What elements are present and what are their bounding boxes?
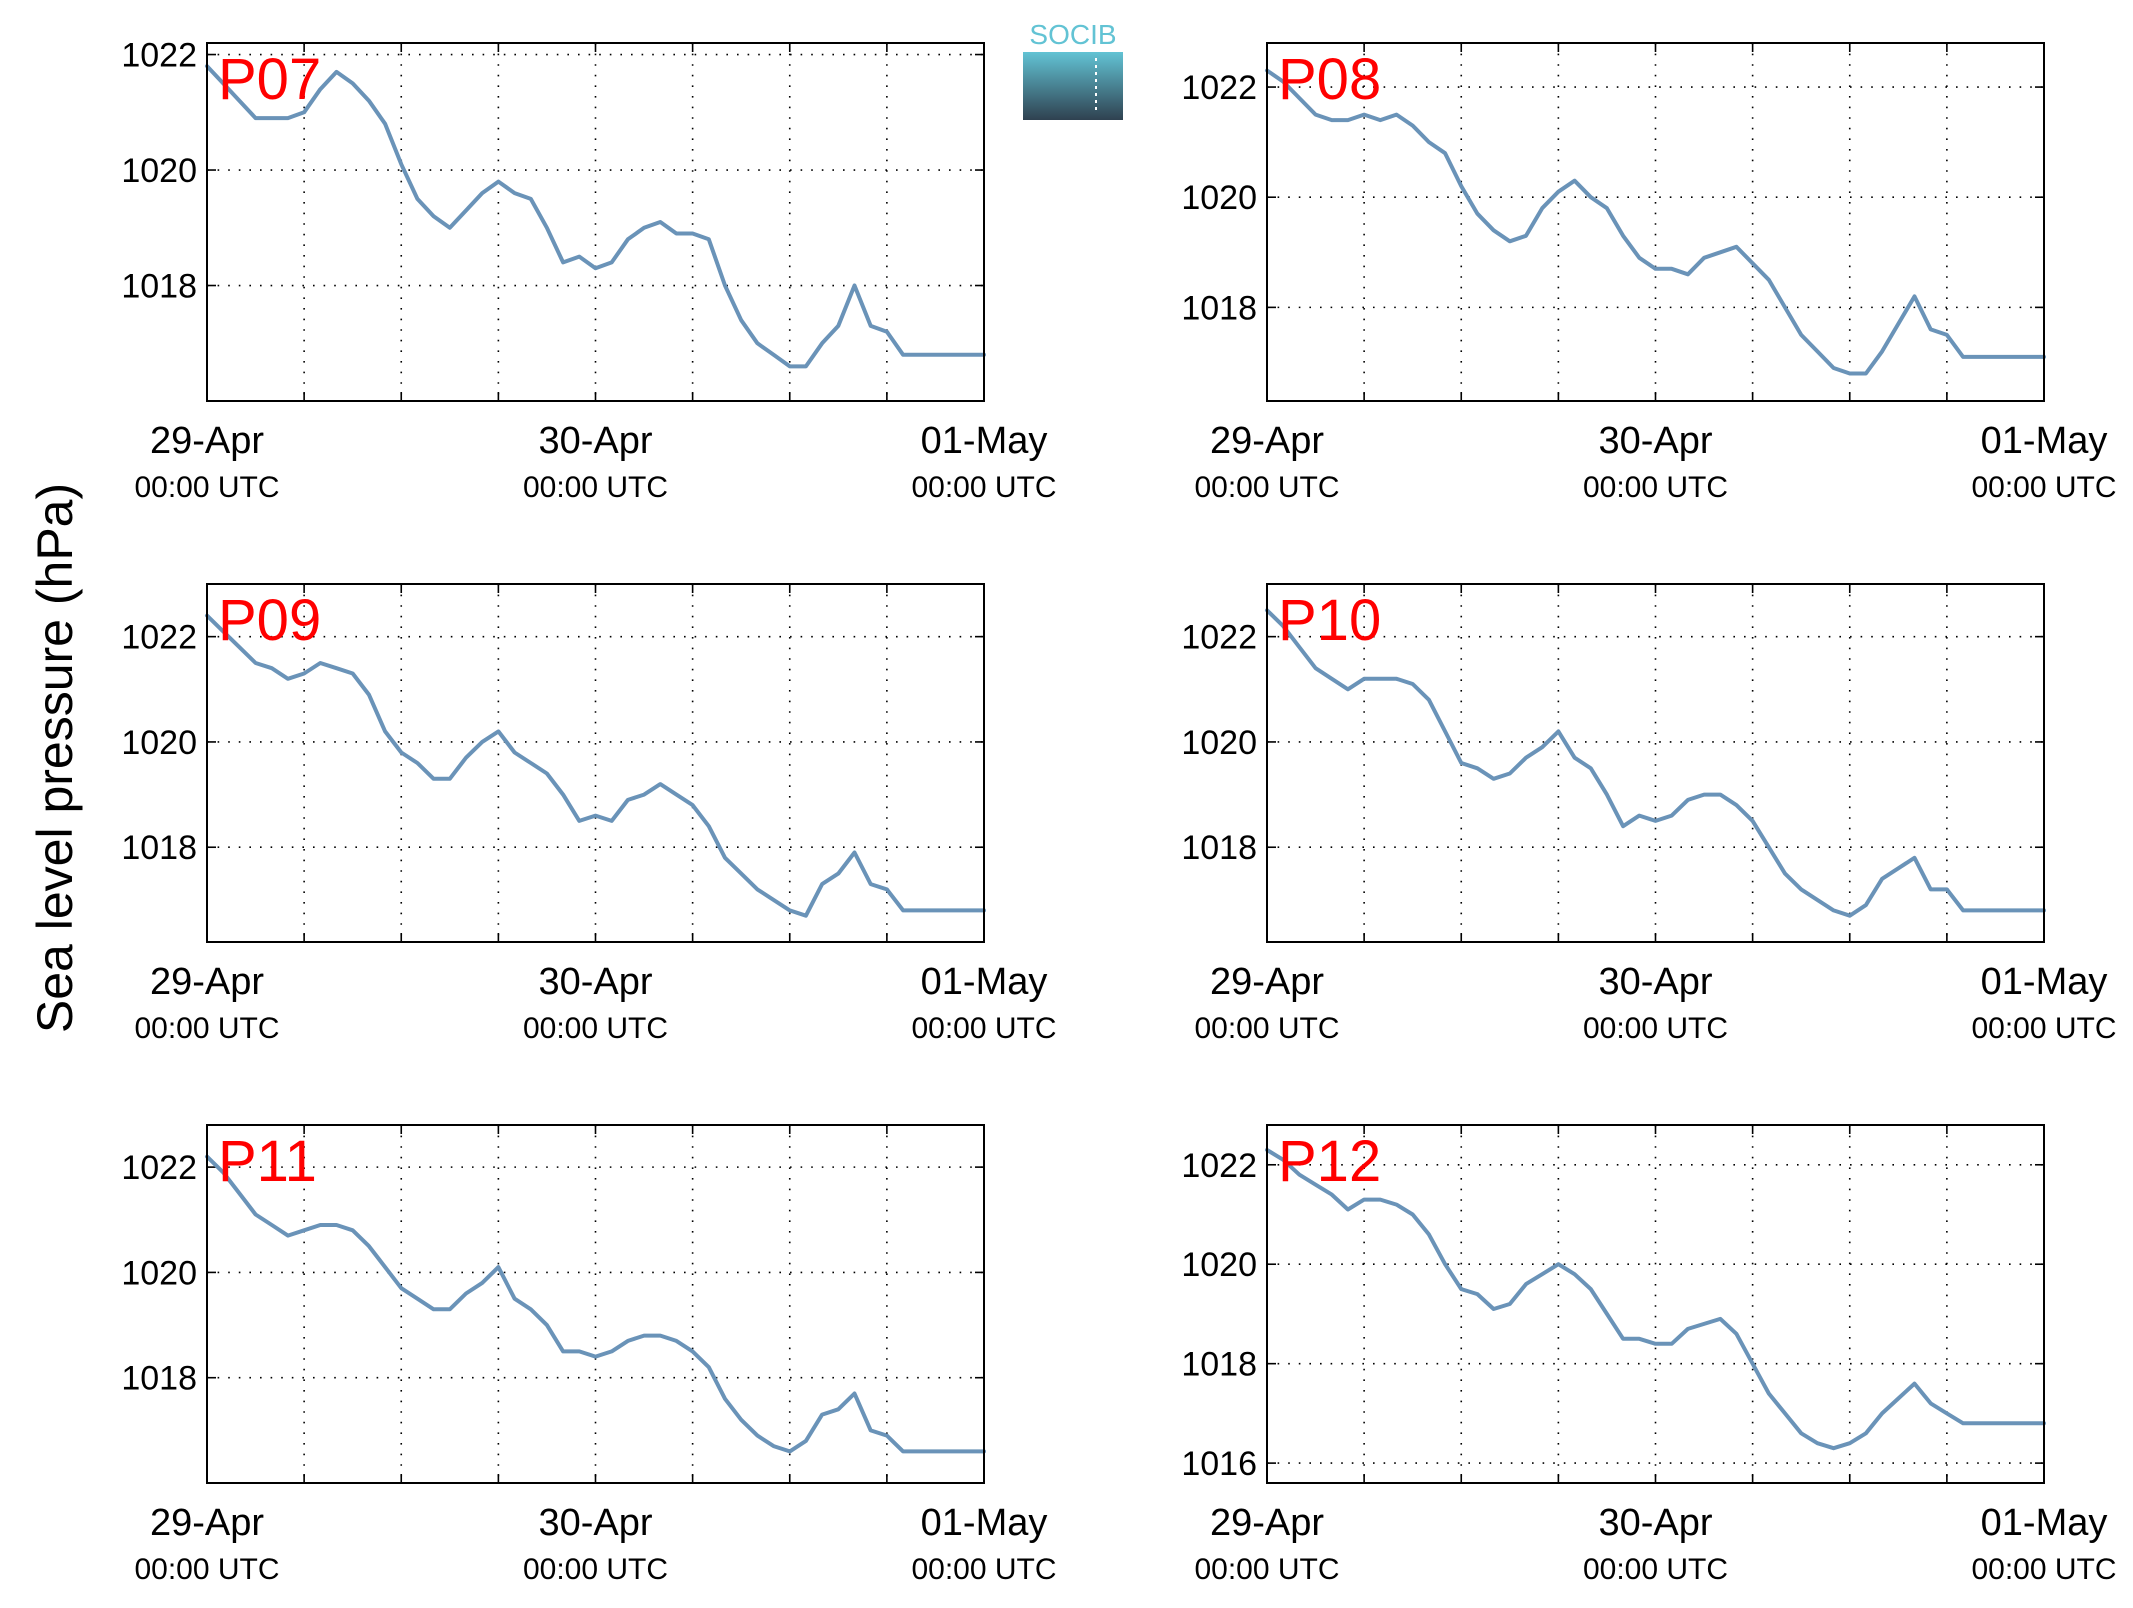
- series-line: [205, 64, 986, 369]
- logo-bar: [1023, 52, 1123, 120]
- x-tick-label-date: 29-Apr: [150, 961, 264, 1003]
- x-tick-label-date: 01-May: [921, 420, 1048, 462]
- x-tick-label-time: 00:00 UTC: [911, 1553, 1056, 1586]
- axes-frame: [206, 583, 985, 943]
- x-tick-label-time: 00:00 UTC: [134, 471, 279, 504]
- panel-p11: 1018 1020 1022 29-Apr 00:00 UTC 30-Apr 00:00 U…: [121, 1124, 1057, 1586]
- axes-frame: [1266, 1124, 2045, 1484]
- panel-p09: 1018 1020 1022 29-Apr 00:00 UTC 30-Apr 00:00 U…: [121, 583, 1057, 1045]
- x-tick-label-time: 00:00 UTC: [1194, 1553, 1339, 1586]
- panel-label: P08: [1278, 47, 1381, 112]
- axes-frame: [1266, 42, 2045, 402]
- x-tick-label-time: 00:00 UTC: [1583, 1012, 1728, 1045]
- x-tick-label-time: 00:00 UTC: [1194, 1012, 1339, 1045]
- y-tick-label: 1020: [121, 724, 197, 762]
- x-tick-label-time: 00:00 UTC: [911, 1012, 1056, 1045]
- axes-frame: [206, 1124, 985, 1484]
- series-line: [1265, 68, 2046, 376]
- y-tick-label: 1022: [121, 619, 197, 657]
- x-tick-label-date: 01-May: [921, 1502, 1048, 1544]
- x-tick-label-date: 30-Apr: [1598, 961, 1712, 1003]
- logo-text: SOCIB: [1029, 19, 1116, 50]
- series-line: [1265, 1147, 2046, 1451]
- panel-p10: 1018 1020 1022 29-Apr 00:00 UTC 30-Apr 00:00 U…: [1181, 583, 2117, 1045]
- x-tick-label-time: 00:00 UTC: [1971, 471, 2116, 504]
- y-tick-label: 1020: [121, 1254, 197, 1292]
- y-tick-label: 1016: [1181, 1445, 1257, 1483]
- socib-logo: SOCIB: [1023, 19, 1123, 120]
- y-tick-label: 1022: [121, 37, 197, 75]
- x-tick-label-date: 29-Apr: [150, 420, 264, 462]
- axes-frame: [1266, 583, 2045, 943]
- x-tick-label-date: 01-May: [1981, 961, 2108, 1003]
- x-tick-label-date: 30-Apr: [538, 420, 652, 462]
- x-tick-label-date: 30-Apr: [538, 1502, 652, 1544]
- y-tick-label: 1022: [121, 1149, 197, 1187]
- panel-p08: 1018 1020 1022 29-Apr 00:00 UTC 30-Apr 00:00 U…: [1181, 42, 2117, 504]
- series-line: [205, 1154, 986, 1454]
- x-tick-label-date: 01-May: [921, 961, 1048, 1003]
- x-tick-label-date: 30-Apr: [1598, 1502, 1712, 1544]
- y-axis-label: Sea level pressure (hPa): [27, 483, 83, 1033]
- y-tick-label: 1018: [121, 1360, 197, 1398]
- panel-label: P09: [218, 588, 321, 653]
- x-tick-label-date: 01-May: [1981, 420, 2108, 462]
- y-tick-label: 1020: [1181, 179, 1257, 217]
- x-tick-label-date: 29-Apr: [1210, 961, 1324, 1003]
- panels: 1018 1020 1022 29-Apr 00:00 UTC 30-Apr 00:00 U…: [121, 37, 2116, 1586]
- x-tick-label-time: 00:00 UTC: [1583, 471, 1728, 504]
- axes-frame: [206, 42, 985, 402]
- panel-label: P10: [1278, 588, 1381, 653]
- y-tick-label: 1018: [121, 268, 197, 306]
- x-tick-label-date: 30-Apr: [1598, 420, 1712, 462]
- series-line: [1265, 608, 2046, 918]
- panel-label: P12: [1278, 1129, 1381, 1194]
- y-tick-label: 1018: [1181, 289, 1257, 327]
- x-tick-label-time: 00:00 UTC: [134, 1012, 279, 1045]
- x-tick-label-time: 00:00 UTC: [523, 1553, 668, 1586]
- y-tick-label: 1018: [121, 829, 197, 867]
- y-tick-label: 1020: [121, 152, 197, 190]
- y-tick-label: 1018: [1181, 1346, 1257, 1384]
- x-tick-label-date: 01-May: [1981, 1502, 2108, 1544]
- x-tick-label-time: 00:00 UTC: [523, 1012, 668, 1045]
- y-tick-label: 1020: [1181, 1246, 1257, 1284]
- x-tick-label-date: 30-Apr: [538, 961, 652, 1003]
- x-tick-label-time: 00:00 UTC: [1194, 471, 1339, 504]
- panel-label: P07: [218, 47, 321, 112]
- panel-label: P11: [218, 1129, 317, 1194]
- x-tick-label-time: 00:00 UTC: [523, 471, 668, 504]
- y-tick-label: 1022: [1181, 619, 1257, 657]
- y-tick-label: 1020: [1181, 724, 1257, 762]
- x-tick-label-date: 29-Apr: [1210, 1502, 1324, 1544]
- x-tick-label-time: 00:00 UTC: [1971, 1012, 2116, 1045]
- x-tick-label-date: 29-Apr: [150, 1502, 264, 1544]
- x-tick-label-time: 00:00 UTC: [1583, 1553, 1728, 1586]
- y-tick-label: 1018: [1181, 829, 1257, 867]
- panel-p12: 1016 1018 1020 1022 29-Apr 00:00 UTC 30-Apr 00:…: [1181, 1124, 2117, 1586]
- x-tick-label-time: 00:00 UTC: [1971, 1553, 2116, 1586]
- panel-p07: 1018 1020 1022 29-Apr 00:00 UTC 30-Apr 00:00 U…: [121, 37, 1056, 504]
- x-tick-label-time: 00:00 UTC: [134, 1553, 279, 1586]
- x-tick-label-time: 00:00 UTC: [911, 471, 1056, 504]
- x-tick-label-date: 29-Apr: [1210, 420, 1324, 462]
- y-tick-label: 1022: [1181, 69, 1257, 107]
- series-line: [205, 613, 986, 918]
- y-tick-label: 1022: [1181, 1147, 1257, 1185]
